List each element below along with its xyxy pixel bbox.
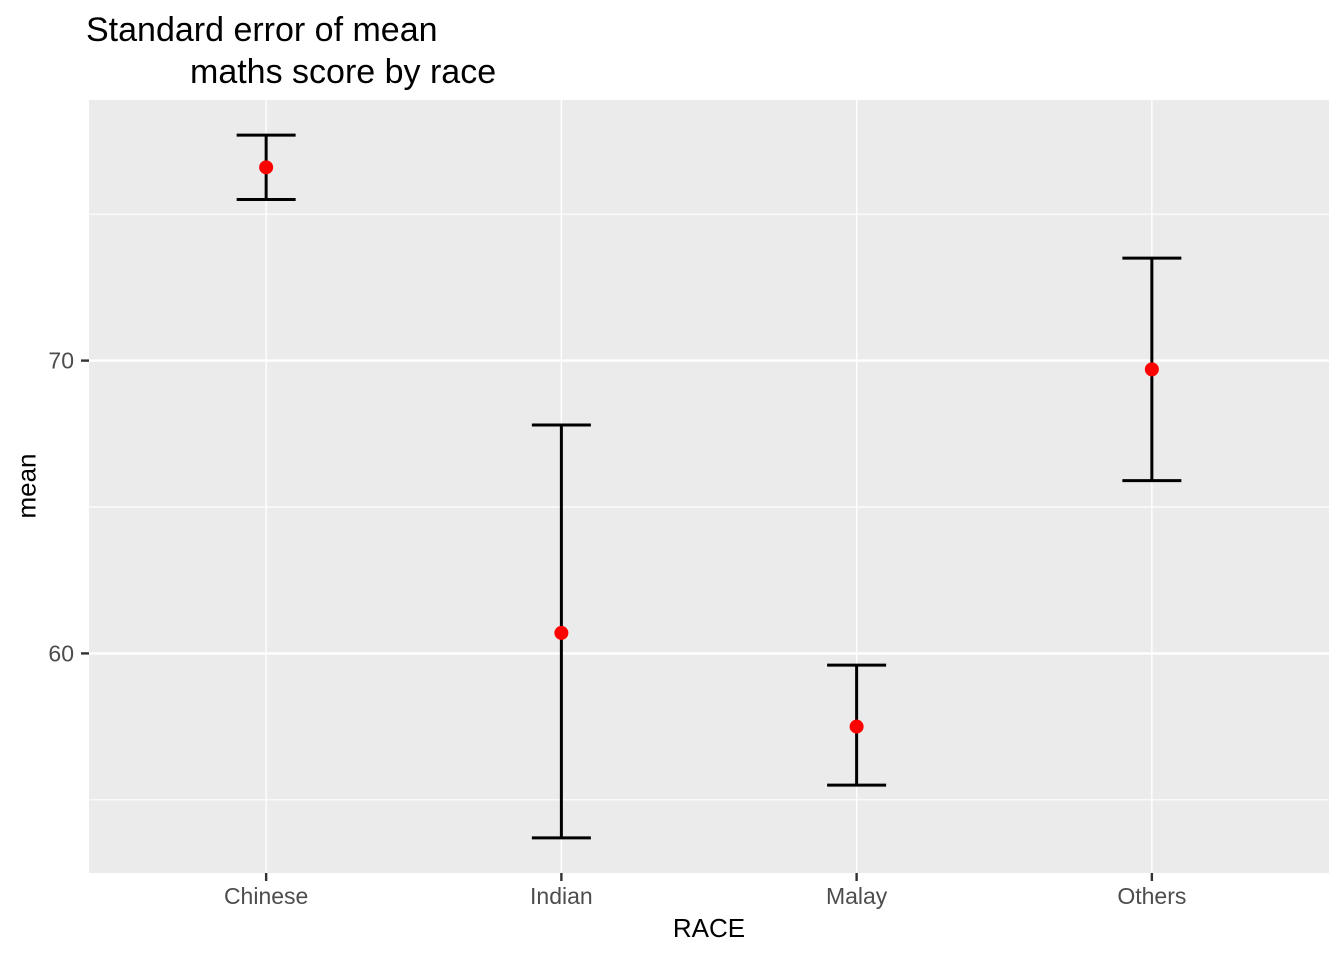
y-tick-label: 60 (48, 640, 74, 666)
x-tick-label: Malay (826, 883, 888, 909)
mean-point (554, 625, 569, 640)
x-tick-label: Others (1117, 883, 1186, 909)
chart-title: Standard error of mean maths score by ra… (86, 9, 496, 93)
y-axis-title: mean (11, 453, 42, 519)
mean-point (259, 160, 274, 175)
y-tick-label: 70 (48, 348, 74, 374)
mean-point (1144, 362, 1159, 377)
chart-title-line1: Standard error of mean (86, 11, 438, 49)
x-tick-label: Indian (530, 883, 593, 909)
x-axis-title: RACE (672, 913, 746, 943)
panel-background (89, 100, 1329, 873)
mean-point (849, 719, 864, 734)
x-tick-label: Chinese (224, 883, 308, 909)
chart-title-line2: maths score by race (190, 53, 497, 91)
